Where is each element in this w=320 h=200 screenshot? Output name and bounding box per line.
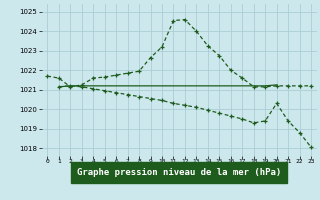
X-axis label: Graphe pression niveau de la mer (hPa): Graphe pression niveau de la mer (hPa) [77, 168, 281, 177]
